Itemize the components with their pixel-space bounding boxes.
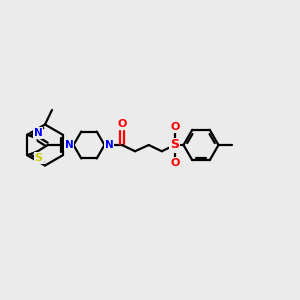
Text: O: O — [170, 122, 179, 132]
Text: S: S — [35, 153, 43, 163]
Text: N: N — [64, 140, 74, 150]
Text: S: S — [170, 139, 179, 152]
Text: N: N — [34, 128, 43, 138]
Text: N: N — [105, 140, 113, 150]
Text: O: O — [117, 119, 127, 129]
Text: O: O — [170, 158, 179, 168]
